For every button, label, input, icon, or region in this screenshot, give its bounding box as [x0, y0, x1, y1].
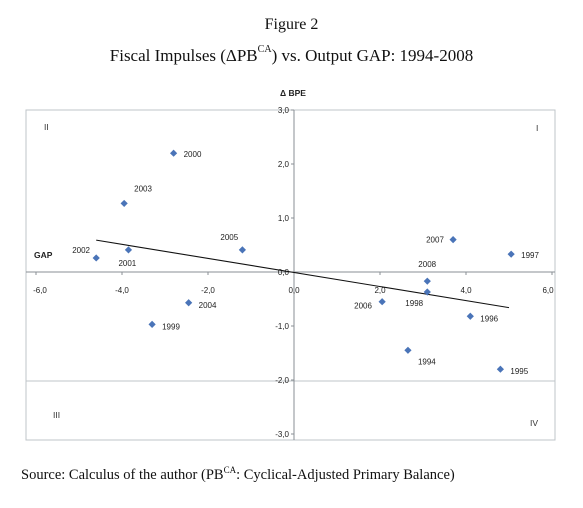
data-point: [238, 246, 246, 254]
subtitle-superscript: CA: [257, 44, 272, 56]
points-layer: 1994 1995 1996 1997 1998 1999 2000 2001 2002 2003…: [72, 149, 539, 376]
data-label: 2000: [184, 150, 202, 159]
data-label: 1994: [418, 357, 436, 366]
quadrant-label-iii: III: [53, 410, 60, 420]
x-tick-label: 6,0: [542, 286, 554, 295]
data-point: [170, 149, 178, 157]
y-tick-label: -2,0: [275, 376, 289, 385]
data-point: [423, 288, 431, 296]
figure-title: Figure 2: [264, 16, 319, 33]
source-rest: : Cyclical-Adjusted Primary Balance): [236, 466, 455, 483]
y-axis-title: Δ BPE: [280, 88, 306, 98]
data-point: [496, 365, 504, 373]
data-label: 1995: [510, 367, 528, 376]
source-note: Source: Calculus of the author (PBCA: Cy…: [21, 465, 455, 484]
scatter-chart: -6,0 -4,0 -2,0 0,0 2,0 4,0 6,0 3,0 2,0 1,0 0,0 -1,0…: [25, 88, 556, 441]
data-point: [120, 199, 128, 208]
data-label: 2008: [418, 260, 436, 269]
y-tick-label: 3,0: [278, 106, 290, 115]
data-label: 1996: [480, 314, 498, 323]
data-point: [423, 277, 431, 285]
x-tick-label: -4,0: [115, 286, 129, 295]
y-tick-label: 0,0: [278, 268, 290, 277]
figure-subtitle: Fiscal Impulses (ΔPBCA) vs. Output GAP: …: [0, 44, 583, 66]
data-point: [466, 312, 474, 320]
data-label: 1997: [521, 251, 539, 260]
plot-border: [25, 109, 556, 441]
y-tick-label: 1,0: [278, 214, 290, 223]
x-tick-label: 4,0: [460, 286, 472, 295]
data-label: 1998: [405, 299, 423, 308]
x-tick-label: -2,0: [201, 286, 215, 295]
x-axis-title: GAP: [34, 250, 53, 260]
data-label: 1999: [162, 322, 180, 331]
x-tick-label: -6,0: [33, 286, 47, 295]
data-point: [185, 299, 193, 307]
quadrant-label-i: I: [536, 123, 538, 133]
data-label: 2005: [220, 233, 238, 242]
data-point: [404, 346, 412, 354]
data-label: 2002: [72, 246, 90, 255]
subtitle-main: Fiscal Impulses (ΔPB: [109, 46, 258, 65]
source-superscript: CA: [223, 465, 237, 475]
x-tick-label: 2,0: [374, 286, 386, 295]
quadrant-label-ii: II: [44, 122, 49, 132]
data-point: [378, 298, 386, 306]
axes-layer: -6,0 -4,0 -2,0 0,0 2,0 4,0 6,0 3,0 2,0 1,0 0,0 -1,0…: [26, 106, 555, 440]
data-point: [507, 250, 515, 258]
y-tick-label: -1,0: [275, 322, 289, 331]
quadrant-label-iv: IV: [530, 418, 538, 428]
subtitle-rest: ) vs. Output GAP: 1994-2008: [271, 46, 474, 65]
source-main: Source: Calculus of the author (PB: [21, 466, 224, 483]
trendline-layer: [96, 239, 510, 309]
data-point: [92, 254, 100, 262]
x-tick-label: 0,0: [288, 286, 300, 295]
data-point: [124, 246, 133, 254]
y-tick-label: 2,0: [278, 160, 290, 169]
y-tick-label: -3,0: [275, 430, 289, 439]
data-label: 2001: [118, 259, 136, 268]
data-label: 2004: [199, 301, 217, 310]
data-label: 2006: [354, 302, 372, 311]
trendline: [96, 239, 510, 309]
data-point: [449, 236, 457, 244]
data-label: 2003: [134, 184, 152, 193]
data-label: 2007: [426, 236, 444, 245]
data-point: [148, 320, 156, 328]
